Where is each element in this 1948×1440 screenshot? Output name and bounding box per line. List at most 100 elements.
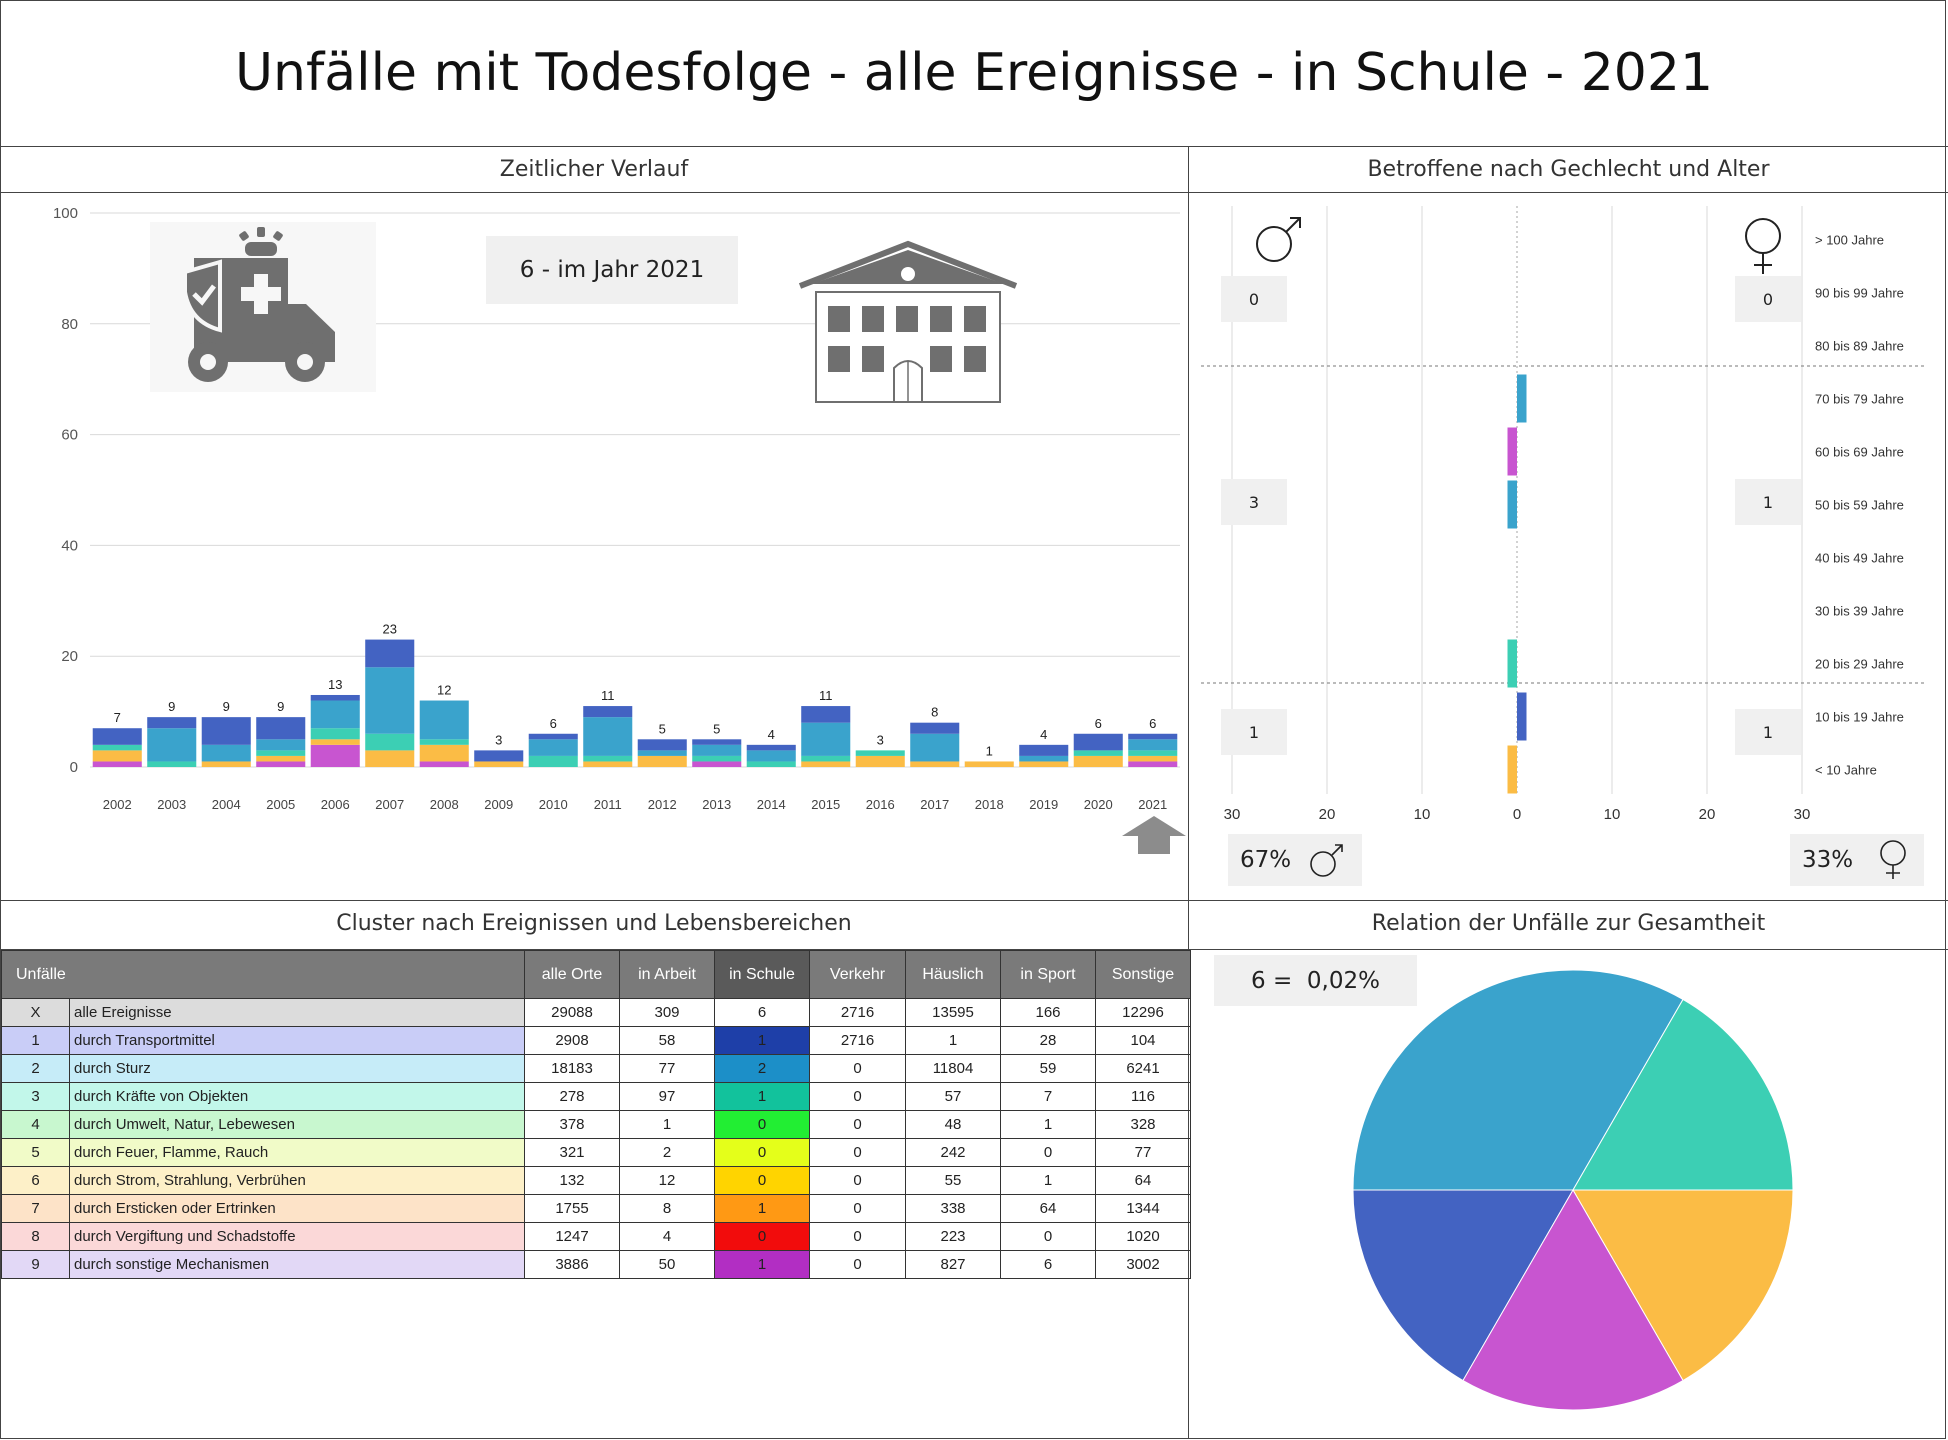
cell-arbeit: 4 xyxy=(619,1222,715,1251)
table-row[interactable]: 9 durch sonstige Mechanismen 3886 50 1 0 827 6 3… xyxy=(1,1250,1191,1279)
data-label: 11 xyxy=(601,688,615,703)
bar-segment xyxy=(92,761,142,767)
row-label: durch Sturz xyxy=(69,1054,525,1083)
bar-segment xyxy=(365,667,415,734)
y-tick-label: 40 xyxy=(61,537,78,554)
cell-haus: 55 xyxy=(905,1166,1001,1195)
header-sonstige[interactable]: Sonstige xyxy=(1095,950,1191,999)
cell-schule: 0 xyxy=(714,1138,810,1167)
row-id: X xyxy=(1,998,70,1027)
cell-alle: 1247 xyxy=(524,1222,620,1251)
bar-segment xyxy=(147,717,197,729)
bar-segment xyxy=(528,755,578,767)
data-label: 9 xyxy=(223,699,230,714)
bar-segment xyxy=(419,761,469,767)
table-row[interactable]: 5 durch Feuer, Flamme, Rauch 321 2 0 0 242 0 77 xyxy=(1,1138,1191,1167)
age-group-label: 30 bis 39 Jahre xyxy=(1815,604,1904,619)
header-in-sport[interactable]: in Sport xyxy=(1000,950,1096,999)
bar-segment xyxy=(801,706,851,723)
cell-verkehr: 0 xyxy=(809,1166,906,1195)
table-row[interactable]: 6 durch Strom, Strahlung, Verbrühen 132 12 0… xyxy=(1,1166,1191,1195)
row-label: durch Umwelt, Natur, Lebewesen xyxy=(69,1110,525,1139)
female-bar xyxy=(1517,692,1527,741)
header-alle-orte[interactable]: alle Orte xyxy=(524,950,620,999)
table-row[interactable]: 2 durch Sturz 18183 77 2 0 11804 59 6241 xyxy=(1,1054,1191,1083)
row-label: durch Vergiftung und Schadstoffe xyxy=(69,1222,525,1251)
bar-segment xyxy=(92,728,142,745)
cell-sport: 0 xyxy=(1000,1222,1096,1251)
gender-age-panel-title: Betroffene nach Gechlecht und Alter xyxy=(1367,156,1770,182)
female-count-box: 1 xyxy=(1735,709,1801,755)
cell-alle: 18183 xyxy=(524,1054,620,1083)
data-label: 13 xyxy=(328,677,342,692)
header-in-arbeit[interactable]: in Arbeit xyxy=(619,950,715,999)
female-bar xyxy=(1517,374,1527,423)
cell-arbeit: 309 xyxy=(619,998,715,1027)
x-tick-label: 20 xyxy=(1699,806,1716,823)
cell-verkehr: 2716 xyxy=(809,998,906,1027)
table-row[interactable]: 4 durch Umwelt, Natur, Lebewesen 378 1 0 0 48 1… xyxy=(1,1110,1191,1139)
x-tick-label: 10 xyxy=(1414,806,1431,823)
cell-sonst: 77 xyxy=(1095,1138,1191,1167)
bar-segment xyxy=(92,744,142,751)
table-row[interactable]: 1 durch Transportmittel 2908 58 1 2716 1 28 104 xyxy=(1,1026,1191,1055)
x-tick-label: 2014 xyxy=(757,797,786,812)
table-row[interactable]: 3 durch Kräfte von Objekten 278 97 1 0 57 7 116 xyxy=(1,1082,1191,1111)
x-tick-label: 30 xyxy=(1224,806,1241,823)
x-tick-label: 10 xyxy=(1604,806,1621,823)
cell-sport: 64 xyxy=(1000,1194,1096,1223)
header-in-schule[interactable]: in Schule xyxy=(714,950,810,999)
row-id: 9 xyxy=(1,1250,70,1279)
row-label: durch sonstige Mechanismen xyxy=(69,1250,525,1279)
pie-slice xyxy=(1352,969,1684,1191)
bar-segment xyxy=(474,750,524,762)
bar-segment xyxy=(855,755,905,767)
cell-arbeit: 77 xyxy=(619,1054,715,1083)
bar-segment xyxy=(1128,761,1178,767)
x-tick-label: 2012 xyxy=(648,797,677,812)
header-haeuslich[interactable]: Häuslich xyxy=(905,950,1001,999)
cell-haus: 13595 xyxy=(905,998,1001,1027)
bar-segment xyxy=(746,744,796,751)
cell-verkehr: 0 xyxy=(809,1054,906,1083)
age-group-label: 90 bis 99 Jahre xyxy=(1815,286,1904,301)
data-label: 23 xyxy=(383,622,397,637)
x-tick-label: 0 xyxy=(1513,806,1521,823)
table-row[interactable]: 8 durch Vergiftung und Schadstoffe 1247 4 0 0… xyxy=(1,1222,1191,1251)
bar-segment xyxy=(855,750,905,756)
cell-verkehr: 0 xyxy=(809,1222,906,1251)
bar-segment xyxy=(528,733,578,740)
table-header-row: Unfälle alle Orte in Arbeit in Schule Ve… xyxy=(1,950,1191,999)
table-row[interactable]: 7 durch Ersticken oder Ertrinken 1755 8 1 0 33… xyxy=(1,1194,1191,1223)
bar-segment xyxy=(1019,755,1069,762)
x-tick-label: 2007 xyxy=(375,797,404,812)
x-tick-label: 2003 xyxy=(157,797,186,812)
female-symbol-icon xyxy=(1880,840,1906,879)
male-percent-box: 67% xyxy=(1228,834,1362,886)
divider xyxy=(1188,146,1189,1439)
header-verkehr[interactable]: Verkehr xyxy=(809,950,906,999)
bar-segment xyxy=(746,750,796,762)
data-label: 1 xyxy=(986,743,993,758)
arrow-up-icon[interactable] xyxy=(1122,816,1186,854)
cell-arbeit: 8 xyxy=(619,1194,715,1223)
x-tick-label: 30 xyxy=(1794,806,1811,823)
bar-segment xyxy=(528,739,578,756)
cell-haus: 338 xyxy=(905,1194,1001,1223)
cell-alle: 3886 xyxy=(524,1250,620,1279)
bar-segment xyxy=(964,761,1014,767)
cell-haus: 48 xyxy=(905,1110,1001,1139)
x-tick-label: 2021 xyxy=(1138,797,1167,812)
timeline-chart: 0204060801007200292003920049200513200623… xyxy=(53,205,1186,854)
cell-verkehr: 0 xyxy=(809,1194,906,1223)
header-unfaelle[interactable]: Unfälle xyxy=(1,950,525,999)
bar-segment xyxy=(583,706,633,718)
ambulance-icon xyxy=(150,222,376,392)
cluster-table: Unfälle alle Orte in Arbeit in Schule Ve… xyxy=(1,950,1191,1279)
row-id: 2 xyxy=(1,1054,70,1083)
cell-sport: 1 xyxy=(1000,1166,1096,1195)
relation-info-box: 6 = 0,02% xyxy=(1214,955,1417,1006)
x-tick-label: 2006 xyxy=(321,797,350,812)
